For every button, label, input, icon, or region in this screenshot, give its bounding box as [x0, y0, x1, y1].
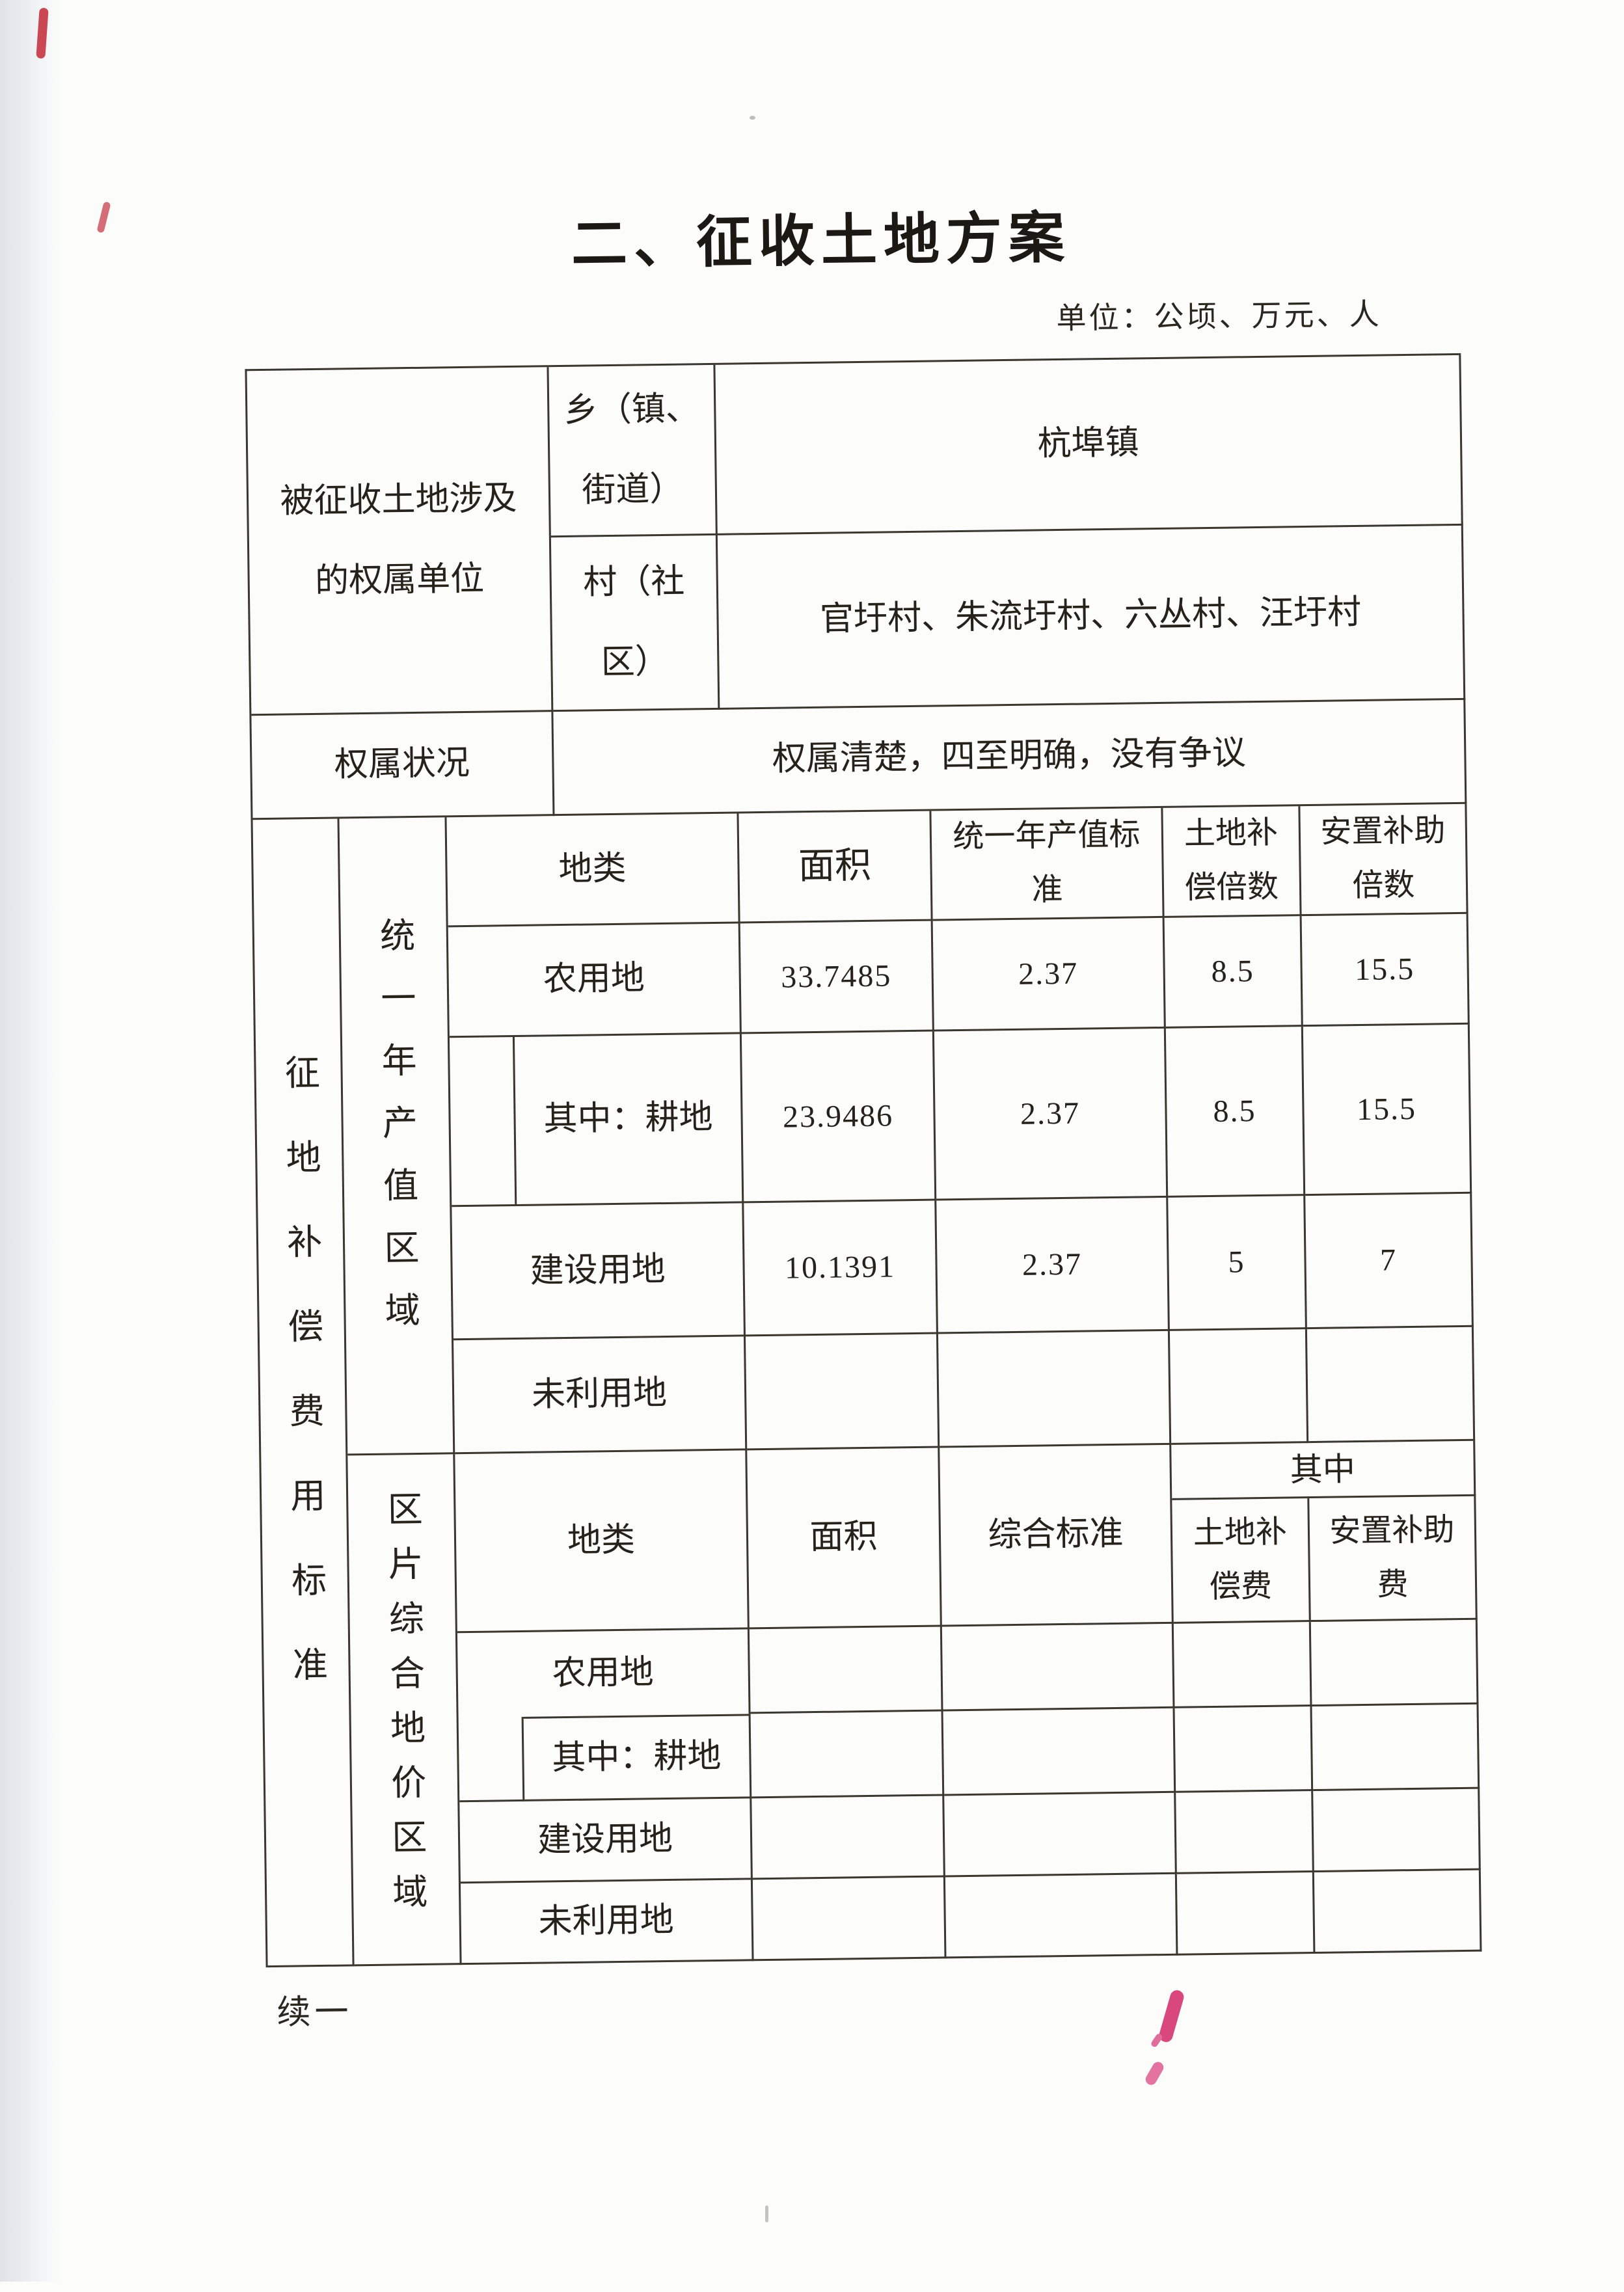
row-unused-area	[745, 1334, 940, 1451]
zone-col-header-land-comp-fee: 土地补 偿费	[1172, 1498, 1311, 1624]
zone-row-farmland-resettle-fee	[1310, 1619, 1479, 1707]
township-label-cell: 乡（镇、 街道）	[548, 364, 718, 538]
village-value-cell: 官圩村、朱流圩村、六丛村、汪圩村	[717, 525, 1466, 710]
ownership-status-value-cell: 权属清楚，四至明确，没有争议	[553, 699, 1467, 816]
village-label-cell: 村（社 区）	[550, 535, 720, 712]
row-farmland-area: 33.7485	[740, 921, 934, 1034]
zone-row-construction-label: 建设用地	[459, 1798, 753, 1884]
zone-row-unused-label: 未利用地	[460, 1880, 754, 1965]
scan-speck-bottom	[765, 2205, 768, 2222]
zone-price-region-label: 区片综合地价区域	[347, 1454, 462, 1967]
zone-col-header-resettle-fee: 安置补助 费	[1309, 1496, 1478, 1623]
row-construction-standard: 2.37	[936, 1197, 1170, 1334]
row-unused-resettle-multiple	[1306, 1327, 1476, 1444]
row-cultivated-resettle-multiple: 15.5	[1303, 1024, 1472, 1196]
zone-row-construction-area	[751, 1796, 945, 1880]
zone-row-cultivated-land-fee	[1174, 1706, 1314, 1793]
scan-speck-top	[750, 116, 755, 120]
row-cultivated-label: 其中：耕地	[514, 1034, 744, 1206]
col-header-land-comp-multiple: 土地补 偿倍数	[1163, 806, 1302, 918]
row-cultivated-standard: 2.37	[934, 1028, 1169, 1201]
col-header-annual-output-standard: 统一年产值标 准	[931, 807, 1165, 921]
page-title: 二、征收土地方案	[571, 206, 1072, 276]
row-unused-label: 未利用地	[453, 1336, 748, 1455]
continuation-note: 续一	[277, 1993, 353, 2032]
scan-edge-shadow	[0, 0, 62, 2282]
row-farmland-land-multiple: 8.5	[1164, 916, 1303, 1029]
zone-row-farmland-label: 农用地	[457, 1629, 751, 1718]
annual-output-region-label: 统一年产值区域	[339, 817, 455, 1456]
compensation-standard-group-label: 征地补偿费用标准	[252, 818, 355, 1968]
row-cultivated-land-multiple: 8.5	[1165, 1027, 1306, 1198]
row-construction-resettle-multiple: 7	[1305, 1193, 1474, 1330]
zone-col-header-land-type: 地类	[455, 1450, 750, 1634]
zone-row-farmland-land-fee	[1173, 1622, 1312, 1708]
row-construction-land-multiple: 5	[1168, 1196, 1307, 1331]
indent-strip-cell	[449, 1036, 517, 1207]
row-cultivated-area: 23.9486	[741, 1031, 937, 1204]
zone-row-unused-land-fee	[1176, 1872, 1316, 1956]
unit-note: 单位：公顷、万元、人	[1056, 297, 1382, 336]
row-farmland-label: 农用地	[448, 923, 742, 1038]
row-unused-land-multiple	[1169, 1329, 1309, 1445]
col-header-land-type: 地类	[446, 813, 740, 928]
township-value-cell: 杭埠镇	[715, 355, 1463, 535]
zone-row-unused-standard	[945, 1874, 1178, 1959]
zone-row-cultivated-resettle-fee	[1312, 1704, 1480, 1792]
zone-col-header-among: 其中	[1171, 1440, 1476, 1500]
zone-col-header-area: 面积	[747, 1448, 942, 1630]
zone-indent-strip-cell	[458, 1716, 525, 1803]
col-header-resettle-multiple: 安置补助 倍数	[1300, 803, 1468, 917]
row-farmland-resettle-multiple: 15.5	[1301, 913, 1470, 1027]
zone-row-farmland-area	[749, 1626, 943, 1714]
row-farmland-standard: 2.37	[932, 917, 1166, 1032]
land-acquisition-table: 被征收土地涉及 的权属单位 乡（镇、 街道） 杭埠镇 村（社 区） 官圩村、朱流…	[245, 353, 1482, 1968]
col-header-area: 面积	[738, 811, 933, 924]
zone-row-farmland-standard	[941, 1623, 1175, 1712]
ownership-unit-header-cell: 被征收土地涉及 的权属单位	[247, 367, 554, 716]
zone-row-cultivated-standard	[943, 1708, 1176, 1796]
zone-row-unused-resettle-fee	[1314, 1870, 1482, 1954]
zone-col-header-standard: 综合标准	[940, 1444, 1174, 1627]
row-construction-label: 建设用地	[452, 1203, 746, 1341]
zone-row-construction-standard	[944, 1792, 1177, 1878]
zone-row-construction-land-fee	[1176, 1791, 1314, 1874]
row-construction-area: 10.1391	[744, 1200, 938, 1337]
zone-row-unused-area	[752, 1877, 947, 1962]
ownership-status-label-cell: 权属状况	[251, 712, 555, 820]
row-unused-standard	[938, 1330, 1172, 1448]
zone-row-cultivated-area	[750, 1711, 945, 1799]
zone-row-construction-resettle-fee	[1313, 1788, 1481, 1873]
zone-row-cultivated-label: 其中：耕地	[523, 1714, 752, 1801]
